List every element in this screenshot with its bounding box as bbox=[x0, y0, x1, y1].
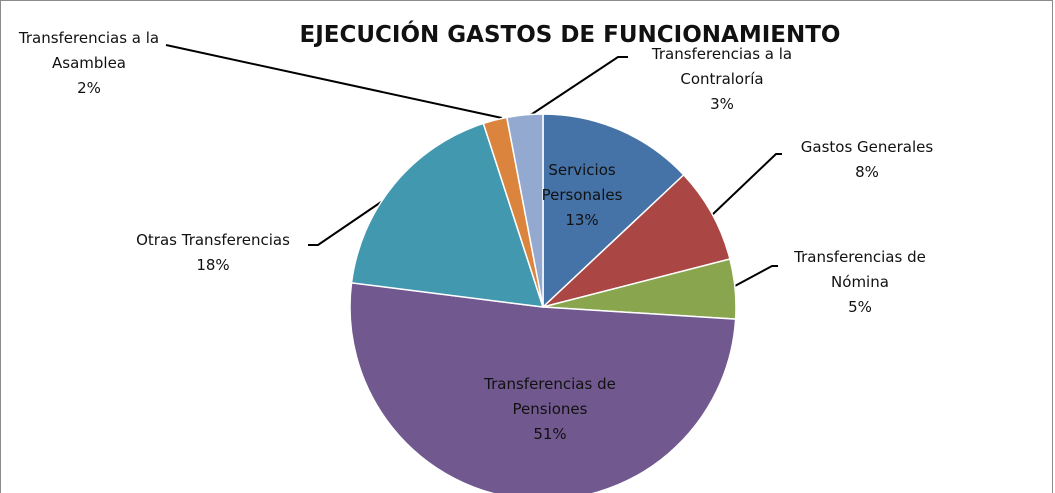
value-label: 5% bbox=[848, 298, 872, 316]
leader-line bbox=[165, 44, 503, 119]
slice-label: Transferencias de Nómina 5% bbox=[770, 245, 950, 320]
value-label: 18% bbox=[196, 256, 230, 274]
value-label: 2% bbox=[77, 79, 101, 97]
slice-label: Otras Transferencias 18% bbox=[118, 228, 308, 278]
slice-label: Transferencias a la Asamblea 2% bbox=[14, 26, 164, 101]
value-label: 13% bbox=[565, 211, 599, 229]
pie-slice bbox=[505, 113, 544, 308]
pie-slice bbox=[349, 281, 737, 493]
category-label: Otras Transferencias bbox=[136, 231, 290, 249]
slice-label: Transferencias a la Contraloría 3% bbox=[622, 42, 822, 117]
pie-slice bbox=[350, 122, 545, 308]
value-label: 51% bbox=[533, 425, 567, 443]
slice-label: Transferencias de Pensiones 51% bbox=[470, 372, 630, 447]
category-label: Gastos Generales bbox=[800, 138, 934, 156]
category-label: Transferencias de Nómina bbox=[794, 248, 926, 291]
chart-title: EJECUCIÓN GASTOS DE FUNCIONAMIENTO bbox=[299, 22, 841, 48]
leader-line bbox=[732, 265, 778, 288]
slice-label: Gastos Generales 8% bbox=[782, 135, 952, 185]
value-label: 3% bbox=[710, 95, 734, 113]
category-label: Transferencias a la Contraloría bbox=[651, 45, 793, 88]
leader-line bbox=[525, 56, 628, 119]
pie-slice bbox=[542, 113, 685, 309]
slice-label: Servicios Personales 13% bbox=[532, 158, 632, 233]
category-label: Transferencias de Pensiones bbox=[484, 375, 616, 418]
value-label: 8% bbox=[855, 163, 879, 181]
leader-line bbox=[711, 153, 782, 216]
category-label: Servicios Personales bbox=[541, 161, 623, 204]
category-label: Transferencias a la Asamblea bbox=[18, 29, 160, 72]
pie-slice bbox=[542, 173, 731, 308]
leader-line bbox=[308, 199, 385, 246]
slices bbox=[349, 113, 737, 493]
leader-lines bbox=[165, 44, 782, 288]
